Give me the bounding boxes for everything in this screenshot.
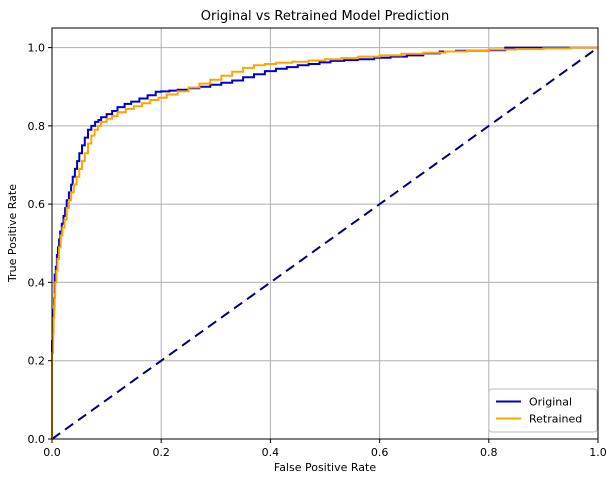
x-tick-label: 0.2 — [152, 446, 170, 459]
y-tick-label: 0.6 — [28, 198, 46, 211]
legend-label-retrained: Retrained — [529, 413, 582, 426]
y-tick-label: 0.0 — [28, 433, 46, 446]
y-tick-label: 0.8 — [28, 120, 46, 133]
x-tick-label: 0.8 — [480, 446, 498, 459]
x-tick-label: 0.0 — [43, 446, 61, 459]
x-tick-label: 1.0 — [589, 446, 606, 459]
x-tick-label: 0.6 — [371, 446, 389, 459]
legend-label-original: Original — [529, 396, 572, 409]
y-axis-label: True Positive Rate — [6, 184, 19, 283]
roc-curve-retrained — [51, 46, 598, 439]
legend-box — [488, 388, 598, 433]
legend: Original Retrained — [488, 388, 598, 433]
x-tick-label: 0.4 — [262, 446, 280, 459]
y-tick-label: 1.0 — [28, 42, 46, 55]
x-axis-label: False Positive Rate — [274, 461, 376, 474]
y-tick-label: 0.4 — [28, 276, 46, 289]
y-tick-label: 0.2 — [28, 355, 46, 368]
axes-frame — [51, 27, 599, 440]
chart-title: Original vs Retrained Model Prediction — [201, 9, 449, 24]
